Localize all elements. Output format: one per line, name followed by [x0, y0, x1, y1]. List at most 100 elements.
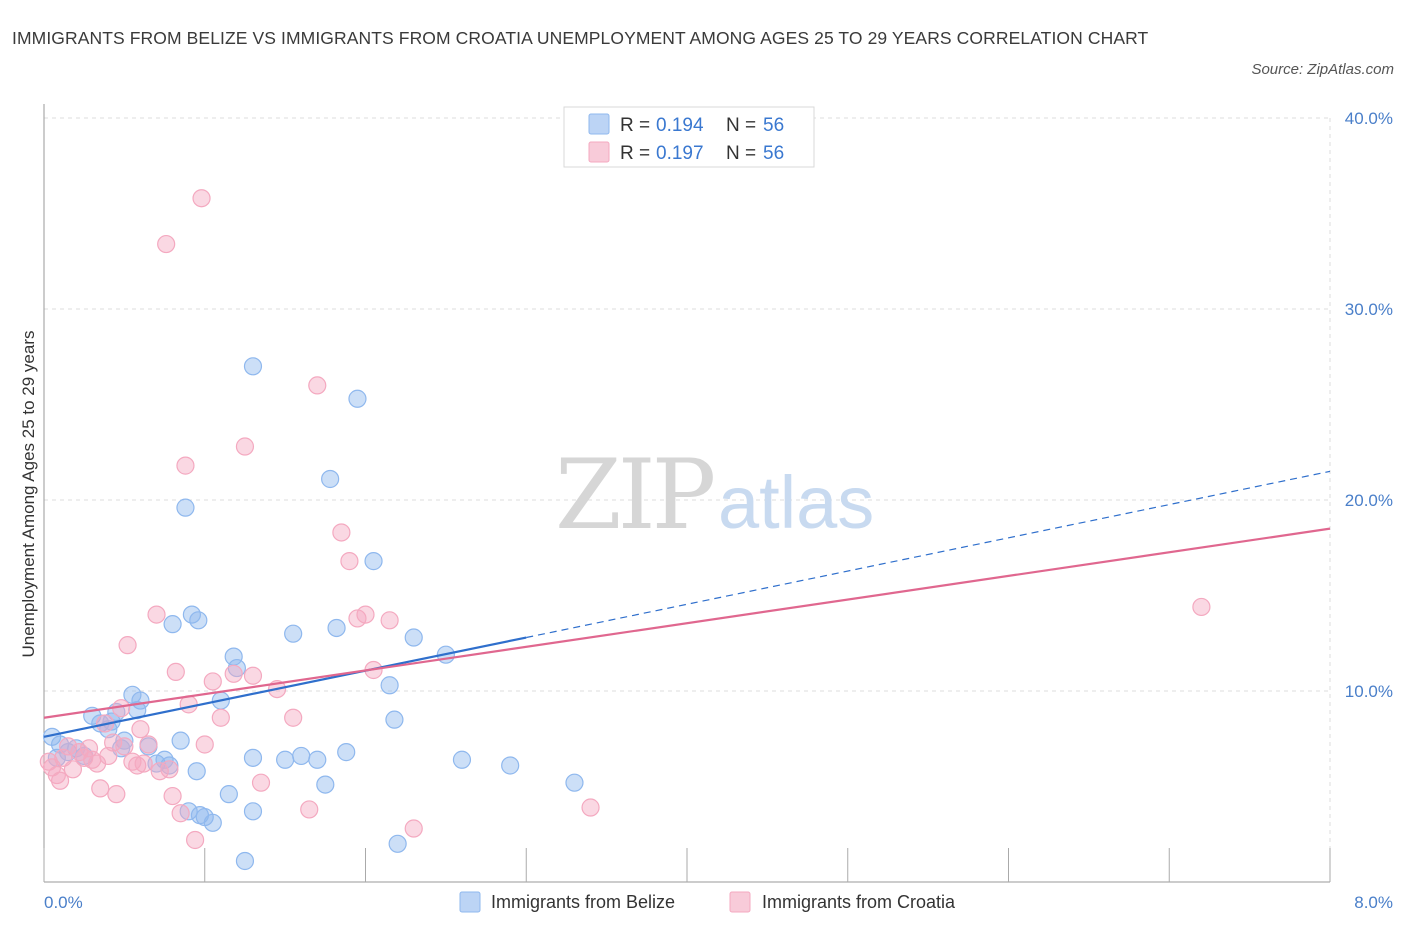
data-point — [171, 731, 190, 750]
data-point — [243, 748, 263, 767]
trend-lines — [43, 470, 1331, 738]
data-point — [337, 743, 356, 762]
data-point — [501, 756, 520, 775]
data-point — [348, 389, 367, 408]
data-point — [243, 666, 263, 685]
data-point — [128, 756, 147, 775]
data-point — [99, 746, 118, 766]
data-point — [356, 605, 375, 624]
watermark-atlas: atlas — [718, 461, 874, 544]
series-name-croatia: Immigrants from Croatia — [762, 892, 956, 912]
data-point — [39, 752, 58, 771]
data-point — [211, 708, 230, 727]
data-point — [380, 611, 399, 630]
trend-line-dashed-0 — [526, 470, 1331, 639]
data-point — [388, 834, 407, 853]
data-point — [235, 437, 255, 456]
legend-r-value-belize: 0.194 — [656, 115, 704, 136]
data-point — [59, 737, 78, 756]
data-point — [316, 775, 335, 794]
data-point — [404, 628, 423, 647]
data-point — [327, 618, 346, 638]
legend-n-value-belize: 56 — [763, 115, 784, 136]
watermark: ZIP atlas — [555, 439, 874, 551]
data-point — [380, 676, 399, 695]
data-point — [251, 773, 271, 792]
legend: R = 0.194 N = 56 R = 0.197 N = 56 — [563, 106, 815, 168]
data-point — [176, 456, 195, 475]
legend-n-value-croatia: 56 — [763, 143, 784, 164]
data-point — [79, 739, 99, 758]
data-point — [243, 357, 263, 376]
data-point — [160, 756, 179, 775]
data-point — [332, 523, 351, 542]
data-point — [300, 800, 319, 819]
series-swatch-belize — [459, 891, 481, 913]
data-point — [163, 786, 182, 806]
data-point — [50, 771, 70, 790]
data-point — [139, 735, 158, 754]
data-point — [276, 750, 295, 769]
legend-r-value-croatia: 0.197 — [656, 143, 704, 164]
data-point — [187, 762, 206, 781]
data-point — [176, 498, 195, 517]
data-point — [581, 798, 600, 817]
axes — [43, 104, 1331, 883]
data-point — [292, 746, 311, 766]
data-point — [134, 754, 153, 773]
data-point — [224, 664, 243, 683]
data-point — [203, 672, 222, 691]
data-point — [385, 710, 404, 729]
data-point — [219, 785, 238, 804]
y-tick-label: 20.0% — [1345, 491, 1393, 510]
data-point — [115, 737, 134, 756]
data-point — [104, 733, 123, 752]
data-point — [91, 779, 110, 798]
legend-r-label-belize: R = — [620, 115, 650, 136]
data-point — [171, 804, 190, 823]
data-point — [404, 819, 423, 838]
data-point — [189, 611, 208, 630]
data-point — [340, 552, 359, 571]
y-tick-label: 10.0% — [1345, 682, 1393, 701]
series-name-belize: Immigrants from Belize — [491, 892, 675, 912]
data-point — [107, 785, 126, 804]
data-point — [284, 708, 303, 727]
legend-n-label-belize: N = — [726, 115, 756, 136]
data-point — [227, 658, 246, 678]
data-point — [157, 234, 176, 254]
tick-labels: 10.0% 20.0% 30.0% 40.0% 0.0% 8.0% — [44, 109, 1393, 912]
chart-title: IMMIGRANTS FROM BELIZE VS IMMIGRANTS FRO… — [12, 28, 1149, 48]
series-legend: Immigrants from Belize Immigrants from C… — [459, 891, 956, 913]
data-point — [160, 760, 179, 779]
series-points-1 — [39, 189, 1211, 850]
y-axis-label: Unemployment Among Ages 25 to 29 years — [19, 331, 38, 658]
data-point — [131, 720, 150, 739]
data-point — [203, 813, 222, 832]
data-point — [166, 662, 185, 682]
data-point — [163, 615, 182, 634]
data-point — [47, 765, 66, 785]
data-point — [63, 760, 83, 779]
source-label: Source: ZipAtlas.com — [1251, 61, 1394, 78]
data-point — [147, 605, 166, 624]
data-point — [321, 469, 340, 489]
data-point — [364, 552, 383, 571]
legend-n-label-croatia: N = — [726, 143, 756, 164]
data-point — [118, 636, 137, 655]
data-point — [155, 750, 174, 769]
trend-line-1 — [43, 527, 1331, 719]
data-point — [284, 624, 303, 643]
legend-swatch-belize — [588, 113, 610, 135]
trend-line-0 — [43, 636, 527, 738]
data-points — [39, 189, 1211, 871]
data-point — [308, 376, 327, 395]
series-swatch-croatia — [729, 891, 751, 913]
legend-r-label-croatia: R = — [620, 143, 650, 164]
watermark-zip: ZIP — [555, 439, 714, 551]
y-tick-label: 40.0% — [1345, 109, 1393, 128]
data-point — [186, 830, 205, 850]
data-point — [235, 851, 255, 871]
data-point — [565, 773, 584, 792]
